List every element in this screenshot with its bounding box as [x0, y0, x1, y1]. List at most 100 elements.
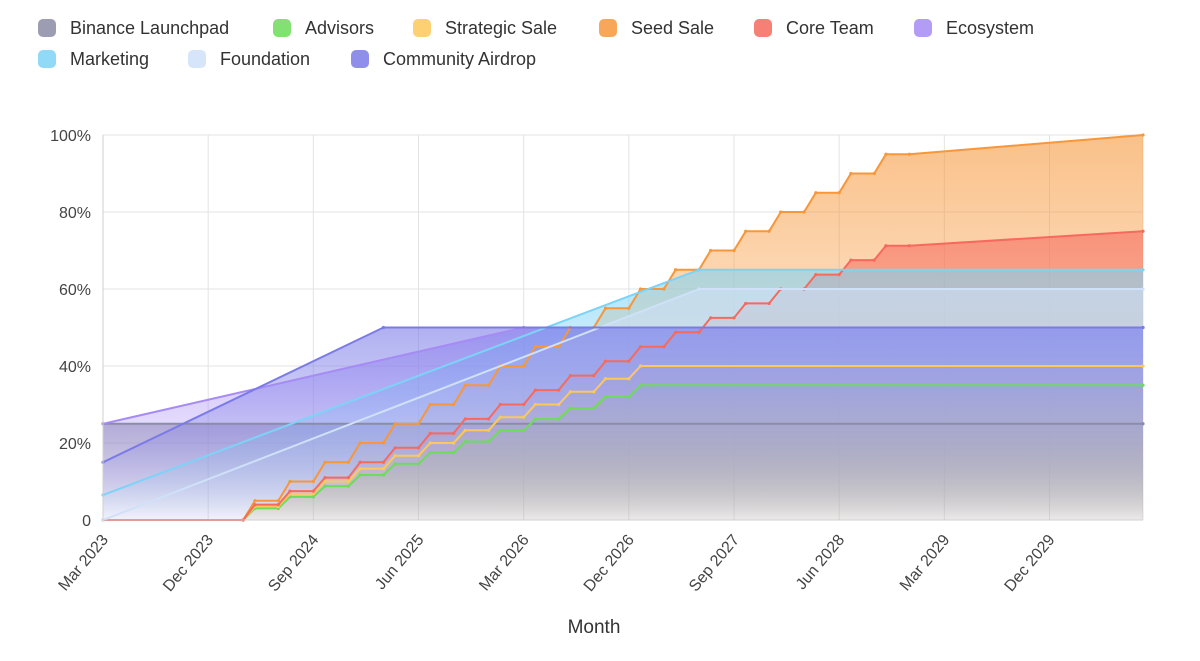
data-point-advisors [533, 417, 537, 421]
x-tick-label: Sep 2024 [265, 532, 322, 595]
legend-item-community-airdrop[interactable]: Community Airdrop [351, 47, 536, 71]
y-tick-label: 80% [59, 205, 91, 222]
data-point-core-team [557, 388, 561, 392]
data-point-advisors [311, 495, 315, 499]
legend-label: Marketing [70, 48, 150, 69]
legend-label: Strategic Sale [445, 17, 558, 38]
data-point-seed-sale [346, 460, 350, 464]
data-point-core-team [416, 446, 421, 450]
series-lines [101, 133, 1145, 522]
data-point-strategic-sale [557, 402, 561, 407]
data-point-community-airdrop [381, 325, 386, 330]
data-point-advisors [487, 439, 491, 444]
data-point-binance-launchpad [1141, 422, 1145, 426]
data-point-seed-sale [428, 402, 432, 407]
legend-swatch [38, 50, 56, 68]
legend-item-strategic-sale[interactable]: Strategic Sale [413, 16, 557, 40]
data-point-core-team [498, 402, 502, 407]
data-point-core-team [311, 489, 315, 493]
data-point-strategic-sale [522, 415, 526, 419]
x-tick-label: Mar 2029 [897, 532, 954, 595]
legend: Binance Launchpad Advisors Strategic Sale S… [0, 0, 1200, 100]
data-point-strategic-sale [428, 441, 432, 445]
data-point-core-team [603, 359, 608, 363]
data-point-advisors [592, 406, 596, 410]
legend-swatch [351, 50, 369, 68]
data-point-seed-sale [381, 441, 386, 445]
x-tick-label: Dec 2026 [581, 532, 638, 595]
data-point-strategic-sale [568, 390, 573, 394]
data-point-core-team [837, 272, 841, 277]
data-point-strategic-sale [323, 479, 327, 484]
data-point-seed-sale [358, 441, 362, 445]
legend-item-ecosystem[interactable]: Ecosystem [914, 16, 1034, 40]
data-point-strategic-sale [463, 428, 467, 432]
data-point-marketing [1141, 268, 1145, 272]
y-tick-label: 60% [59, 282, 91, 299]
x-tick-label: Jun 2025 [372, 532, 427, 593]
data-point-strategic-sale [358, 467, 362, 471]
data-point-seed-sale [779, 210, 783, 214]
data-point-seed-sale [849, 171, 853, 176]
data-point-core-team [253, 503, 257, 507]
data-point-advisors [323, 484, 327, 488]
data-point-core-team [732, 316, 736, 320]
data-point-strategic-sale [603, 377, 608, 381]
y-tick-label: 100% [50, 128, 91, 145]
legend-label: Seed Sale [631, 17, 715, 38]
data-point-seed-sale [744, 229, 748, 233]
data-point-seed-sale [323, 460, 327, 464]
data-point-seed-sale [463, 383, 467, 387]
data-point-core-team [487, 417, 491, 421]
data-point-marketing [697, 268, 701, 272]
data-point-core-team [1141, 229, 1145, 233]
data-point-strategic-sale [627, 377, 631, 381]
data-point-seed-sale [288, 479, 292, 484]
legend-swatch [599, 19, 617, 37]
data-point-advisors [522, 428, 526, 432]
data-point-seed-sale [393, 422, 397, 426]
data-point-seed-sale [451, 402, 456, 407]
data-point-core-team [884, 244, 888, 248]
data-point-seed-sale [311, 479, 315, 484]
data-point-core-team [627, 359, 631, 363]
legend-label: Ecosystem [946, 17, 1035, 38]
data-point-core-team [849, 258, 853, 262]
data-point-advisors [568, 406, 573, 410]
data-point-core-team [346, 476, 350, 480]
data-point-strategic-sale [381, 467, 386, 471]
data-point-seed-sale [627, 306, 631, 310]
data-point-strategic-sale [416, 454, 421, 458]
data-point-core-team [428, 431, 432, 435]
data-point-seed-sale [522, 364, 526, 368]
data-point-strategic-sale [451, 441, 456, 445]
data-point-strategic-sale [592, 390, 596, 394]
data-point-advisors [557, 417, 561, 421]
data-point-strategic-sale [346, 479, 350, 484]
y-tick-label: 20% [59, 436, 91, 453]
data-point-core-team [814, 272, 818, 277]
data-point-advisors [451, 451, 456, 455]
data-point-strategic-sale [1141, 364, 1145, 368]
data-point-advisors [627, 395, 631, 399]
data-point-strategic-sale [311, 492, 315, 496]
data-point-seed-sale [767, 229, 771, 233]
legend-item-core-team[interactable]: Core Team [754, 16, 874, 40]
data-point-core-team [463, 417, 467, 421]
legend-swatch [38, 19, 56, 37]
data-point-seed-sale [884, 152, 888, 156]
legend-item-binance-launchpad[interactable]: Binance Launchpad [38, 16, 229, 40]
legend-item-advisors[interactable]: Advisors [273, 16, 374, 40]
data-point-seed-sale [673, 268, 678, 272]
data-point-seed-sale [732, 248, 736, 253]
data-point-seed-sale [603, 306, 608, 310]
legend-item-marketing[interactable]: Marketing [38, 47, 149, 71]
data-point-advisors [428, 451, 432, 455]
data-point-seed-sale [709, 248, 713, 253]
legend-item-foundation[interactable]: Foundation [188, 47, 310, 71]
data-point-seed-sale [872, 171, 876, 176]
data-point-core-team [451, 431, 456, 435]
legend-item-seed-sale[interactable]: Seed Sale [599, 16, 714, 40]
